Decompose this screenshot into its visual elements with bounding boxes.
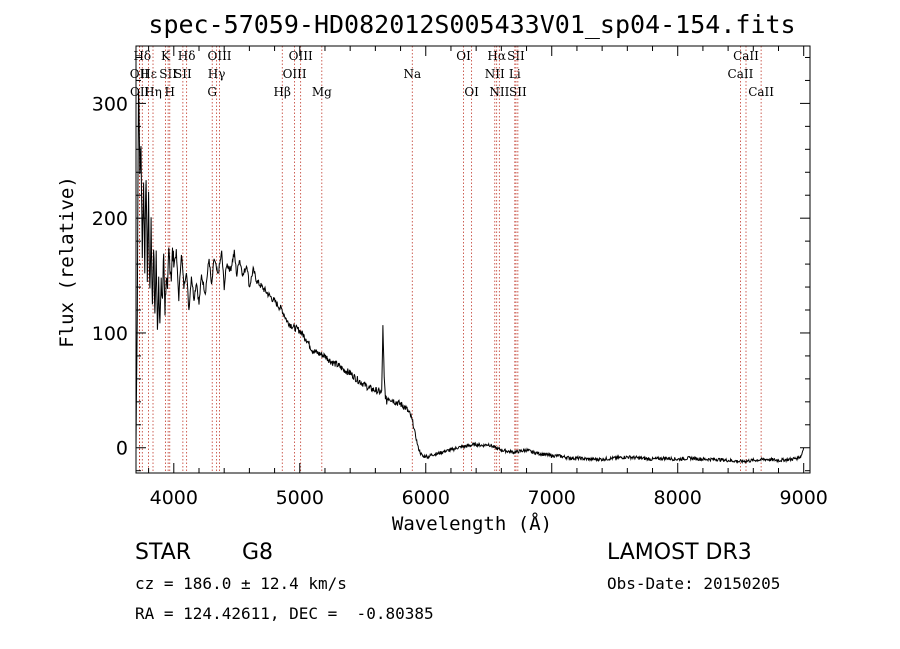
spectral-line-label: OIII	[283, 67, 307, 81]
y-tick-label: 100	[92, 323, 128, 345]
spectral-line-label: OIII	[289, 49, 313, 63]
x-tick-label: 5000	[276, 487, 324, 509]
spectral-line-label: SII	[509, 85, 527, 99]
spectral-line-label: OII	[130, 85, 150, 99]
spectral-line-label: OIII	[207, 49, 231, 63]
spectral-line-label: SII	[159, 67, 177, 81]
chart-title: spec-57059-HD082012S005433V01_sp04-154.f…	[148, 10, 795, 39]
y-tick-label: 300	[92, 93, 128, 115]
spectral-line-label: SII	[174, 67, 192, 81]
x-axis-label: Wavelength (Å)	[392, 512, 552, 535]
spectral-line-label: Hα	[487, 49, 506, 63]
spectral-line-label: CaII	[748, 85, 774, 99]
spectral-line-label: Hε	[140, 67, 157, 81]
plot-area	[135, 89, 805, 464]
spectral-line-label: Hδ	[133, 49, 151, 63]
obs-date-text: Obs-Date: 20150205	[607, 574, 781, 593]
spectral-line-label: NII	[485, 67, 505, 81]
axis-ticks: 4000 5000 6000 7000 8000 9000 0 100 200 300	[92, 46, 828, 509]
y-tick-label: 200	[92, 208, 128, 230]
spectral-line-label: H	[165, 85, 175, 99]
spectral-line-label: Hδ	[178, 49, 196, 63]
spectral-line-label: OI	[456, 49, 471, 63]
x-tick-label: 4000	[150, 487, 198, 509]
spectral-line-label: Li	[509, 67, 521, 81]
spectral-line-label: Na	[403, 67, 421, 81]
spectral-line-label: Hβ	[274, 85, 291, 99]
spectral-line-label: Hγ	[208, 67, 226, 81]
spectral-line-label: Mg	[312, 85, 332, 99]
coords-text: RA = 124.42611, DEC = -0.80385	[135, 604, 434, 623]
object-class: STAR	[135, 540, 192, 565]
plot-frame	[135, 45, 811, 474]
x-tick-label: 7000	[528, 487, 576, 509]
survey-name: LAMOST DR3	[607, 540, 752, 565]
x-tick-label: 6000	[402, 487, 450, 509]
spectral-line-label: Hη	[144, 85, 162, 99]
y-tick-label: 0	[116, 438, 128, 460]
spectral-line-label: G	[207, 85, 217, 99]
spectral-line-label: NII	[489, 85, 509, 99]
spectral-line-label: OI	[464, 85, 479, 99]
spectral-line-label: SII	[507, 49, 525, 63]
object-subclass: G8	[242, 540, 274, 565]
x-tick-label: 9000	[780, 487, 828, 509]
redshift-text: cz = 186.0 ± 12.4 km/s	[135, 574, 347, 593]
y-axis-label: Flux (relative)	[56, 176, 78, 348]
spectral-line-label: K	[161, 49, 171, 63]
spectral-line-label: CaII	[733, 49, 759, 63]
spectrum-series-line	[135, 89, 805, 464]
x-tick-label: 8000	[654, 487, 702, 509]
spectral-line-label: CaII	[728, 67, 754, 81]
